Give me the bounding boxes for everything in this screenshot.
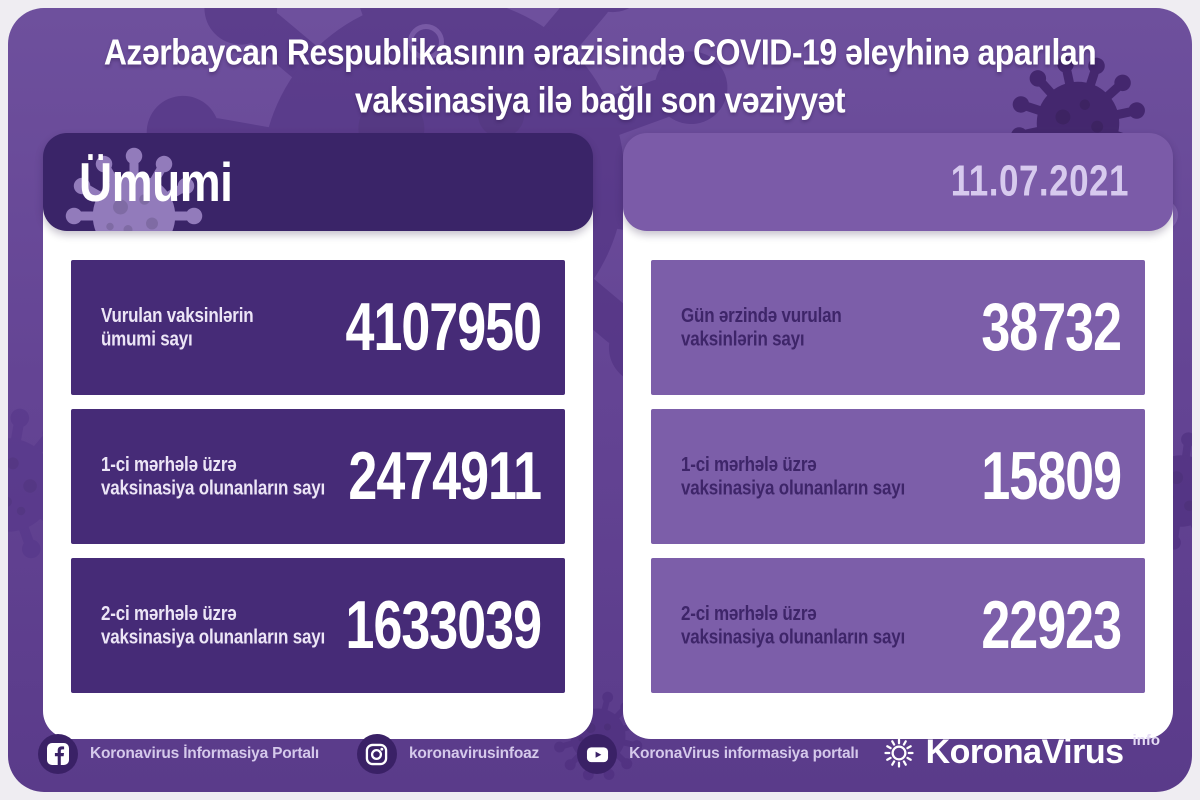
stat-label-line1: 2-ci mərhələ üzrə — [681, 601, 817, 625]
report-date: 11.07.2021 — [950, 157, 1129, 206]
stat-label: 1-ci mərhələ üzrə vaksinasiya olunanları… — [101, 453, 325, 500]
stat-label-line2: vaksinasiya olunanların sayı — [101, 625, 326, 648]
youtube-icon — [577, 734, 618, 774]
overall-header-label: Ümumi — [79, 151, 233, 213]
stat-label-line1: 2-ci mərhələ üzrə — [101, 601, 237, 625]
youtube-link[interactable]: KoronaVirus informasiya portalı — [577, 734, 859, 774]
brand-name: KoronaVirus — [925, 732, 1124, 771]
facebook-icon — [38, 734, 78, 774]
instagram-icon — [356, 734, 397, 774]
poster-title: Azərbaycan Respublikasının ərazisində CO… — [8, 28, 1192, 124]
date-header: 11.07.2021 — [623, 133, 1173, 231]
stat-value: 15809 — [981, 438, 1122, 515]
stat-label-line2: ümumi sayı — [101, 327, 193, 350]
stat-value: 2474911 — [348, 438, 542, 515]
stat-label-line1: 1-ci mərhələ üzrə — [681, 452, 817, 476]
stat-tile-total-vaccines: Vurulan vaksinlərin ümumi sayı 4107950 — [71, 260, 565, 395]
stat-value: 1633039 — [345, 587, 542, 664]
virus-sun-icon — [881, 735, 917, 776]
footer-bar: Koronavirus İnformasiya Portalı koronavi… — [38, 728, 1160, 780]
title-line-1: Azərbaycan Respublikasının ərazisində CO… — [103, 31, 1097, 73]
stat-label: 2-ci mərhələ üzrə vaksinasiya olunanları… — [681, 602, 905, 649]
koronavirus-info-logo: KoronaVirus info — [881, 733, 1160, 776]
stat-tile-first-dose-total: 1-ci mərhələ üzrə vaksinasiya olunanları… — [71, 409, 565, 544]
stat-tile-first-dose-daily: 1-ci mərhələ üzrə vaksinasiya olunanları… — [651, 409, 1145, 544]
daily-panel: Gün ərzində vurulan vaksinlərin sayı 387… — [623, 133, 1173, 739]
poster-canvas: Azərbaycan Respublikasının ərazisində CO… — [8, 8, 1192, 792]
stat-label: 1-ci mərhələ üzrə vaksinasiya olunanları… — [681, 453, 905, 500]
stat-label: Gün ərzində vurulan vaksinlərin sayı — [681, 304, 842, 351]
facebook-label: Koronavirus İnformasiya Portalı — [90, 745, 319, 762]
stat-value: 4107950 — [345, 289, 542, 366]
stat-label-line2: vaksinasiya olunanların sayı — [681, 625, 906, 648]
stat-label: Vurulan vaksinlərin ümumi sayı — [101, 303, 254, 351]
stat-tile-second-dose-daily: 2-ci mərhələ üzrə vaksinasiya olunanları… — [651, 558, 1145, 693]
overall-panel: Vurulan vaksinlərin ümumi sayı 4107950 1… — [43, 133, 593, 739]
stat-label-line2: vaksinlərin sayı — [681, 327, 805, 350]
stat-tile-daily-vaccines: Gün ərzində vurulan vaksinlərin sayı 387… — [651, 260, 1145, 395]
daily-card: Gün ərzində vurulan vaksinlərin sayı 387… — [623, 177, 1173, 739]
stat-label: 2-ci mərhələ üzrə vaksinasiya olunanları… — [101, 602, 325, 649]
stat-label-line1: Gün ərzində vurulan — [681, 303, 842, 327]
overall-card: Vurulan vaksinlərin ümumi sayı 4107950 1… — [43, 177, 593, 739]
stat-tile-second-dose-total: 2-ci mərhələ üzrə vaksinasiya olunanları… — [71, 558, 565, 693]
stat-label-line1: Vurulan vaksinlərin — [101, 303, 254, 327]
youtube-label: KoronaVirus informasiya portalı — [629, 745, 859, 762]
brand-superscript: info — [1132, 731, 1161, 749]
title-line-2: vaksinasiya ilə bağlı son vəziyyət — [355, 79, 845, 121]
stat-label-line1: 1-ci mərhələ üzrə — [101, 452, 237, 476]
instagram-label: koronavirusinfoaz — [408, 745, 540, 762]
instagram-link[interactable]: koronavirusinfoaz — [356, 734, 540, 774]
stat-value: 22923 — [981, 587, 1122, 664]
overall-header: Ümumi — [43, 133, 593, 231]
stat-label-line2: vaksinasiya olunanların sayı — [681, 476, 906, 499]
stat-value: 38732 — [981, 289, 1122, 366]
facebook-link[interactable]: Koronavirus İnformasiya Portalı — [38, 734, 319, 774]
stat-label-line2: vaksinasiya olunanların sayı — [101, 476, 326, 499]
